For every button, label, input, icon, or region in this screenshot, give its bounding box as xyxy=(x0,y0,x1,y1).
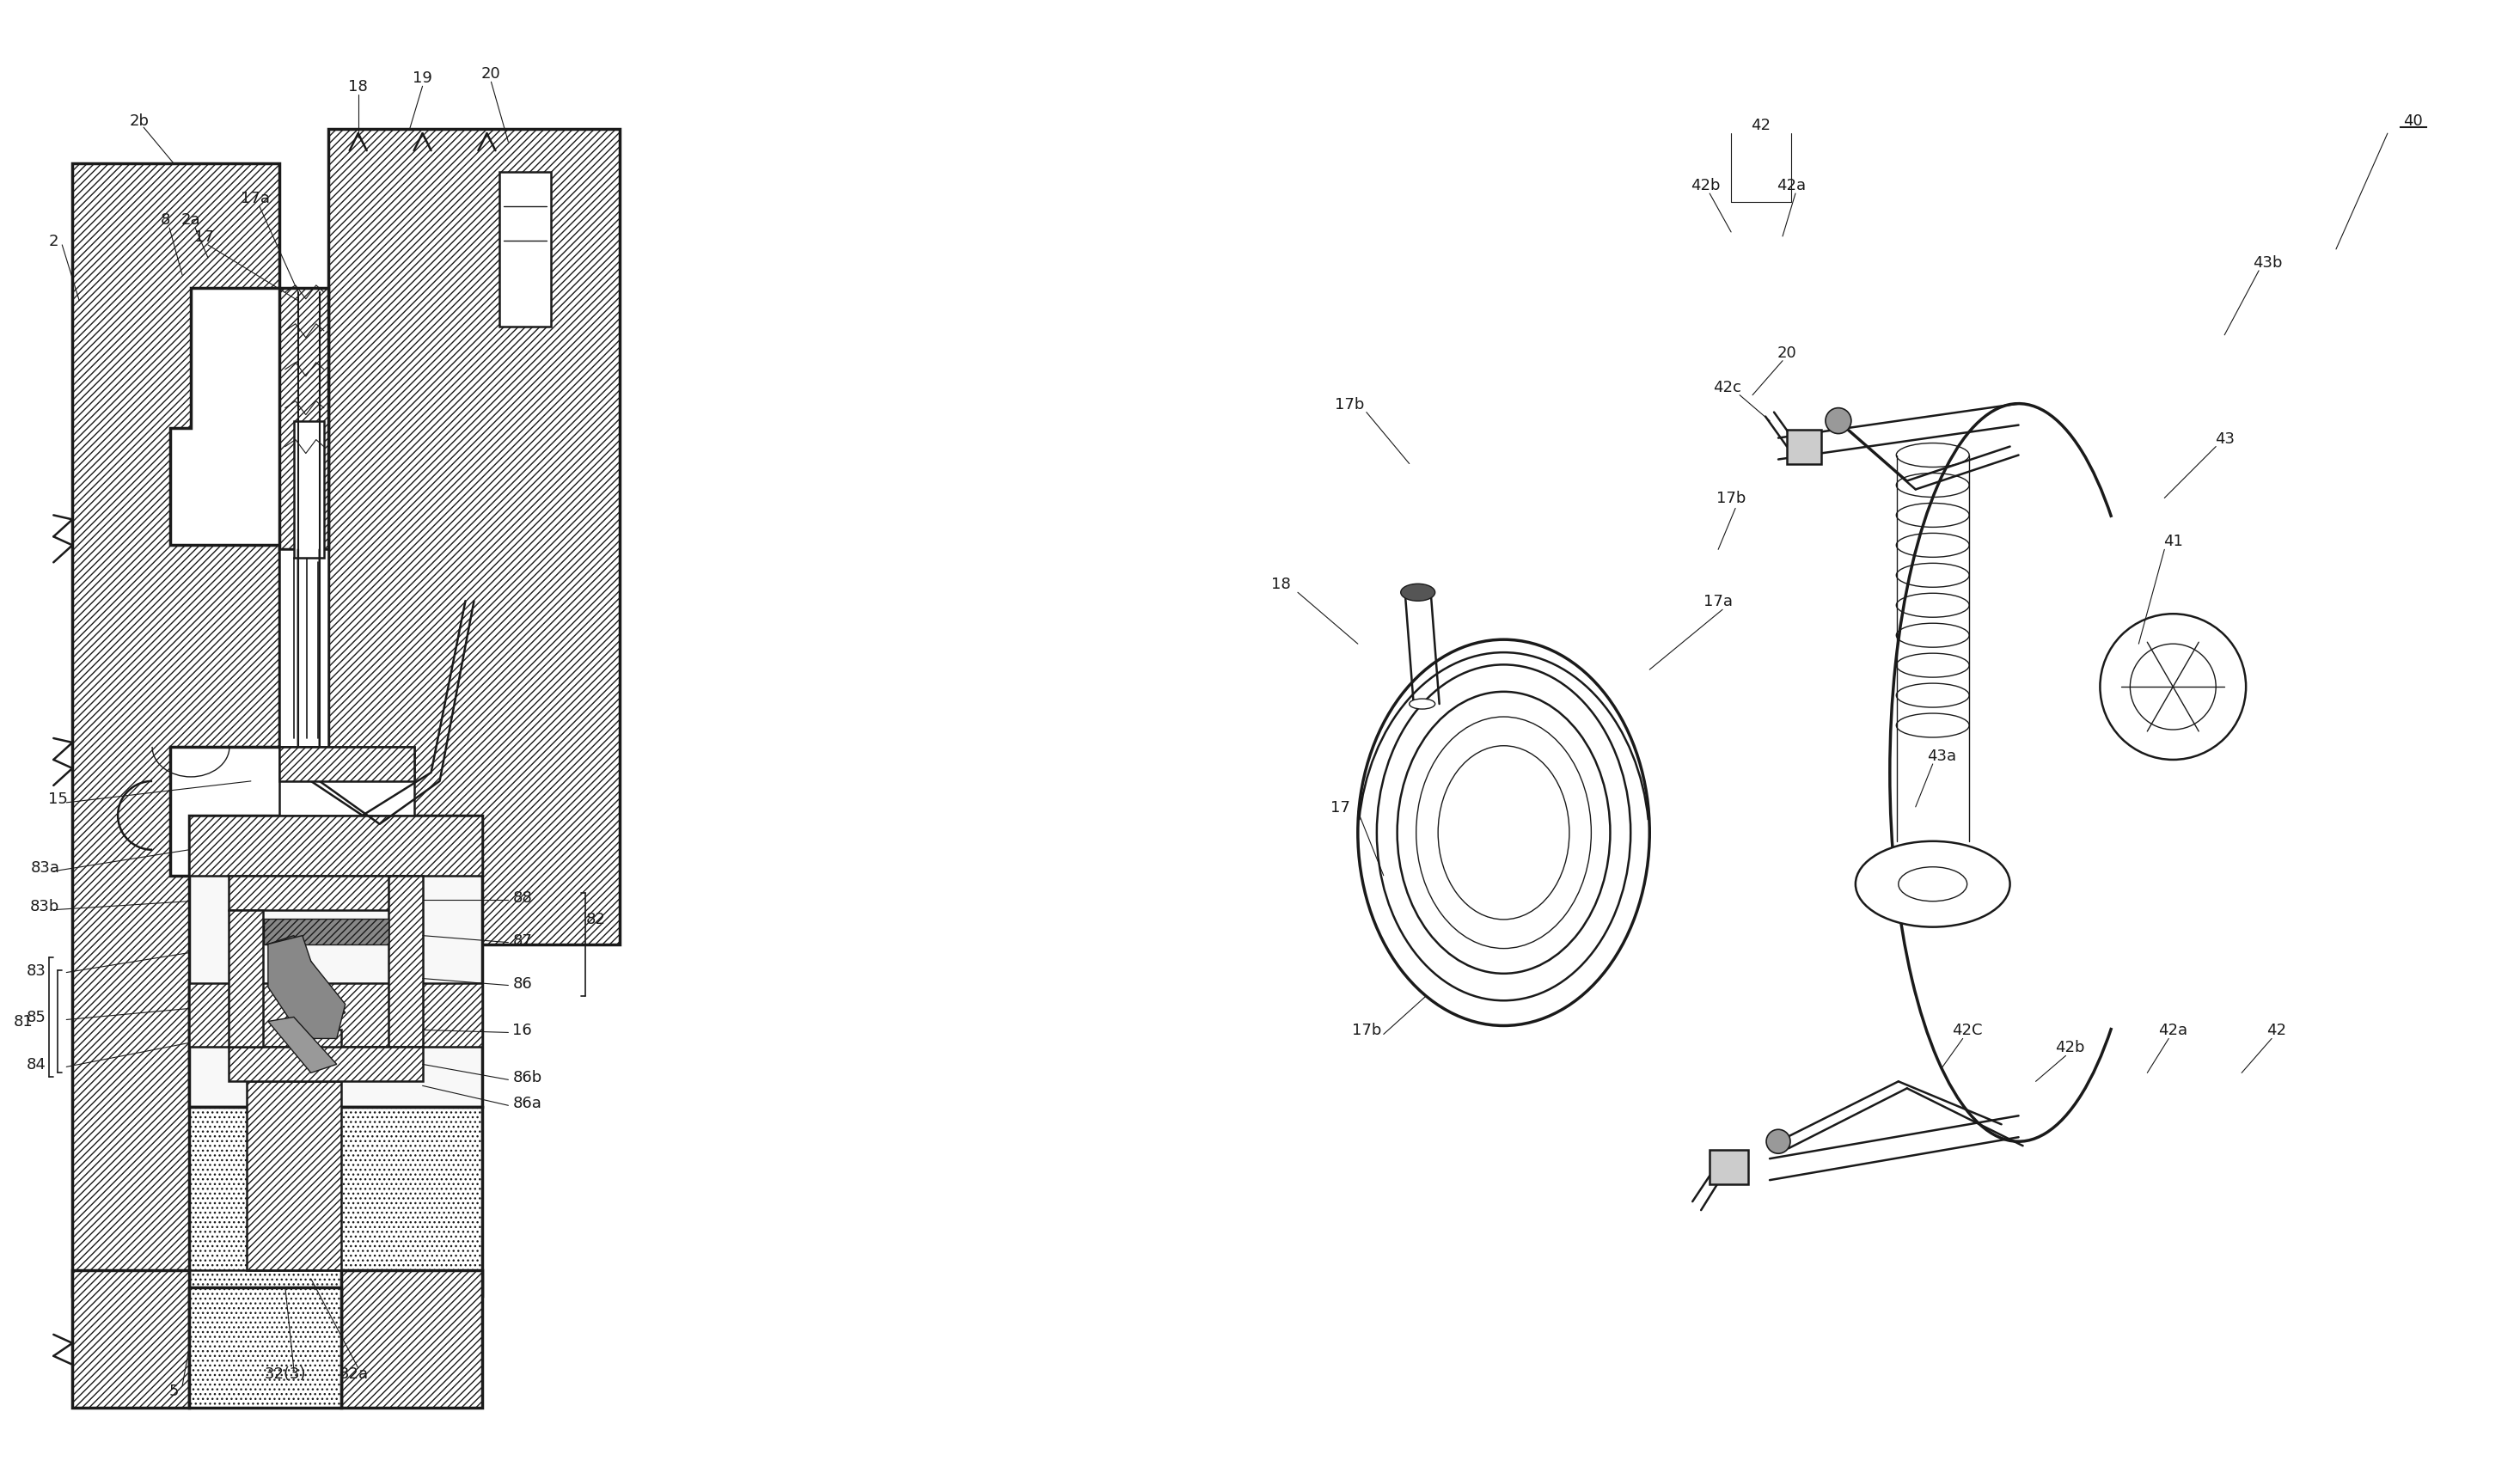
Text: 42: 42 xyxy=(1751,118,1772,133)
Polygon shape xyxy=(229,1047,423,1081)
Text: 17: 17 xyxy=(194,230,214,245)
Polygon shape xyxy=(280,747,413,816)
Text: 42C: 42C xyxy=(1953,1022,1983,1038)
Ellipse shape xyxy=(1855,841,2011,928)
Polygon shape xyxy=(267,935,345,1038)
Text: 19: 19 xyxy=(413,71,433,85)
Text: 88: 88 xyxy=(512,890,532,904)
Text: 18: 18 xyxy=(1270,576,1290,592)
Text: 2a: 2a xyxy=(181,212,202,228)
Text: 85: 85 xyxy=(28,1009,45,1025)
Polygon shape xyxy=(499,172,552,327)
Text: 86a: 86a xyxy=(512,1096,542,1111)
Ellipse shape xyxy=(1401,585,1434,601)
Text: 8: 8 xyxy=(161,212,169,228)
Text: 84: 84 xyxy=(28,1056,45,1072)
Polygon shape xyxy=(265,919,388,944)
Polygon shape xyxy=(295,421,325,558)
Polygon shape xyxy=(290,1030,340,1081)
Polygon shape xyxy=(247,1081,340,1270)
Text: 17b: 17b xyxy=(1336,396,1363,412)
Text: 17b: 17b xyxy=(1351,1022,1381,1038)
Text: 15: 15 xyxy=(48,791,68,806)
Text: 2b: 2b xyxy=(129,113,149,130)
Polygon shape xyxy=(1787,430,1822,464)
Polygon shape xyxy=(280,289,328,549)
Polygon shape xyxy=(267,1018,338,1072)
Text: 17b: 17b xyxy=(1716,491,1746,507)
Text: 83b: 83b xyxy=(30,899,60,913)
Text: 86: 86 xyxy=(512,975,532,991)
Ellipse shape xyxy=(2099,614,2245,760)
Text: 83a: 83a xyxy=(30,860,60,875)
Polygon shape xyxy=(189,816,481,876)
Text: 17a: 17a xyxy=(1704,594,1734,610)
Text: 20: 20 xyxy=(481,66,501,82)
Text: 5: 5 xyxy=(169,1383,179,1398)
Ellipse shape xyxy=(1439,747,1570,919)
Polygon shape xyxy=(189,816,481,1108)
Polygon shape xyxy=(1709,1150,1749,1184)
Text: 82: 82 xyxy=(585,910,605,927)
Ellipse shape xyxy=(1767,1130,1789,1153)
Ellipse shape xyxy=(1824,408,1852,435)
Ellipse shape xyxy=(2129,644,2215,731)
Polygon shape xyxy=(280,549,328,747)
Polygon shape xyxy=(73,1270,189,1408)
Text: 81: 81 xyxy=(13,1013,33,1030)
Text: 43b: 43b xyxy=(2253,255,2283,271)
Ellipse shape xyxy=(1898,868,1968,901)
Text: 18: 18 xyxy=(348,80,368,94)
Polygon shape xyxy=(189,982,481,1047)
Polygon shape xyxy=(388,876,423,1047)
Text: 40: 40 xyxy=(2404,113,2424,130)
Polygon shape xyxy=(340,1270,481,1408)
Text: 43a: 43a xyxy=(1928,748,1956,763)
Polygon shape xyxy=(73,164,280,1296)
Text: 42c: 42c xyxy=(1714,380,1741,395)
Text: 16: 16 xyxy=(512,1022,532,1038)
Text: 42a: 42a xyxy=(2157,1022,2187,1038)
Polygon shape xyxy=(229,910,262,1047)
Text: 42b: 42b xyxy=(2056,1040,2084,1055)
Ellipse shape xyxy=(1409,700,1434,710)
Text: 2: 2 xyxy=(48,234,58,249)
Text: 41: 41 xyxy=(2162,533,2182,549)
Text: 43: 43 xyxy=(2215,430,2235,446)
Polygon shape xyxy=(328,130,620,944)
Text: 17a: 17a xyxy=(239,190,270,206)
Text: 17: 17 xyxy=(1331,800,1351,815)
Text: 32a: 32a xyxy=(340,1365,368,1380)
Text: 42b: 42b xyxy=(1691,178,1721,193)
Polygon shape xyxy=(267,935,345,1022)
Text: 20: 20 xyxy=(1777,345,1797,361)
Text: 83: 83 xyxy=(28,962,45,978)
Polygon shape xyxy=(189,1108,481,1296)
Text: 87: 87 xyxy=(512,932,532,949)
Polygon shape xyxy=(280,747,413,782)
Polygon shape xyxy=(229,876,413,910)
Text: 42a: 42a xyxy=(1777,178,1807,193)
Text: 32(3): 32(3) xyxy=(265,1365,305,1380)
Polygon shape xyxy=(189,1287,340,1408)
Text: 86b: 86b xyxy=(512,1069,542,1086)
Text: 42: 42 xyxy=(2265,1022,2286,1038)
